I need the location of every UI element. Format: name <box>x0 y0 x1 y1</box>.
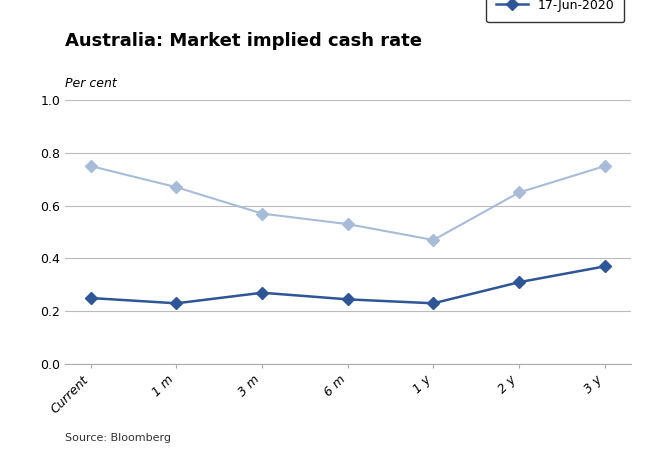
06-Jan-2020 <box>601 163 608 169</box>
Line: 06-Jan-2020: 06-Jan-2020 <box>86 162 609 244</box>
Legend: 06-Jan-2020, 17-Jun-2020: 06-Jan-2020, 17-Jun-2020 <box>486 0 624 22</box>
17-Jun-2020 <box>430 301 437 306</box>
06-Jan-2020 <box>87 163 95 169</box>
Text: Per cent: Per cent <box>65 77 117 91</box>
06-Jan-2020 <box>172 184 180 190</box>
Text: Australia: Market implied cash rate: Australia: Market implied cash rate <box>65 32 422 50</box>
17-Jun-2020 <box>601 263 608 269</box>
06-Jan-2020 <box>430 237 437 243</box>
17-Jun-2020 <box>515 279 523 285</box>
17-Jun-2020 <box>172 301 180 306</box>
17-Jun-2020 <box>87 295 95 301</box>
06-Jan-2020 <box>258 211 266 216</box>
17-Jun-2020 <box>258 290 266 295</box>
Line: 17-Jun-2020: 17-Jun-2020 <box>86 262 609 308</box>
06-Jan-2020 <box>515 190 523 195</box>
17-Jun-2020 <box>344 297 352 302</box>
Text: Source: Bloomberg: Source: Bloomberg <box>65 433 171 443</box>
06-Jan-2020 <box>344 222 352 227</box>
